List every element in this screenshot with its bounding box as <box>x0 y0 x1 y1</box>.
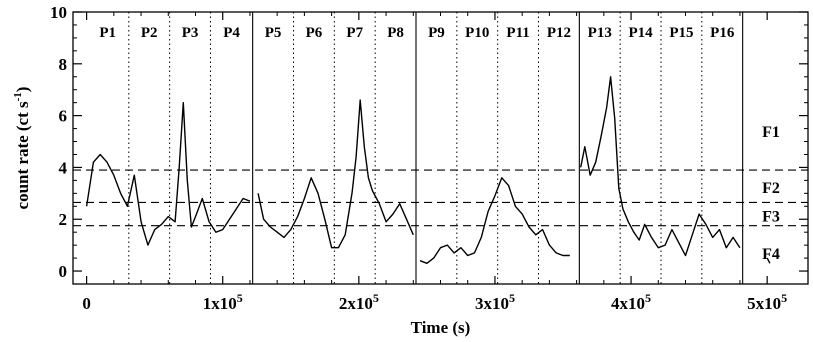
y-tick-label: 10 <box>50 3 67 22</box>
y-axis-label-superscript: -1 <box>12 92 24 101</box>
period-label: P6 <box>306 25 323 41</box>
plot-frame <box>72 11 809 285</box>
period-label: P13 <box>588 25 612 41</box>
y-tick-label: 2 <box>59 210 68 229</box>
period-label: P10 <box>465 25 489 41</box>
period-label: P12 <box>547 25 571 41</box>
period-label: P7 <box>346 25 363 41</box>
x-tick-label: 2x105 <box>339 291 379 313</box>
period-label: P2 <box>141 25 158 41</box>
period-label: P16 <box>710 25 735 41</box>
x-tick-label: 4x105 <box>611 291 651 313</box>
period-label: P3 <box>182 25 199 41</box>
y-tick-label: 6 <box>59 107 68 126</box>
x-tick-label: 5x105 <box>747 291 787 313</box>
light-curve-segment <box>257 99 414 249</box>
light-curve-segment <box>766 257 771 264</box>
chart-labels: 0 2 4 6 8 10 0 1x105 2x105 3x105 4x105 5x105 P1 P2 P3 P… <box>50 3 787 313</box>
flux-label: F2 <box>762 180 780 197</box>
light-curve-segment <box>419 177 570 264</box>
light-curve-segment <box>85 101 251 246</box>
y-axis-label: count rate (ct s-1) <box>12 87 32 210</box>
y-tick-label: 0 <box>59 262 68 281</box>
flux-label: F3 <box>762 208 780 225</box>
x-axis-label: Time (s) <box>411 318 471 337</box>
x-tick-label: 0 <box>82 294 91 313</box>
period-label: P8 <box>387 25 404 41</box>
period-label: P1 <box>99 25 116 41</box>
y-axis-label-close: ) <box>13 87 32 93</box>
period-label: P15 <box>669 25 693 41</box>
y-tick-label: 8 <box>59 55 68 74</box>
period-label: P14 <box>628 25 653 41</box>
y-tick-label: 4 <box>59 158 68 177</box>
chart-reference-lines <box>73 12 808 284</box>
count-rate-series <box>85 76 771 264</box>
period-label: P9 <box>428 25 445 41</box>
light-curve-segment <box>580 76 741 257</box>
period-label: P5 <box>265 25 282 41</box>
flux-label: F4 <box>762 246 780 263</box>
period-label: P11 <box>506 25 529 41</box>
x-tick-label: 1x105 <box>203 291 243 313</box>
x-tick-label: 3x105 <box>475 291 515 313</box>
y-axis-label-main: count rate (ct s <box>13 101 32 209</box>
period-label: P4 <box>223 25 240 41</box>
flux-label: F1 <box>762 124 780 141</box>
axis-ticks <box>73 11 808 284</box>
